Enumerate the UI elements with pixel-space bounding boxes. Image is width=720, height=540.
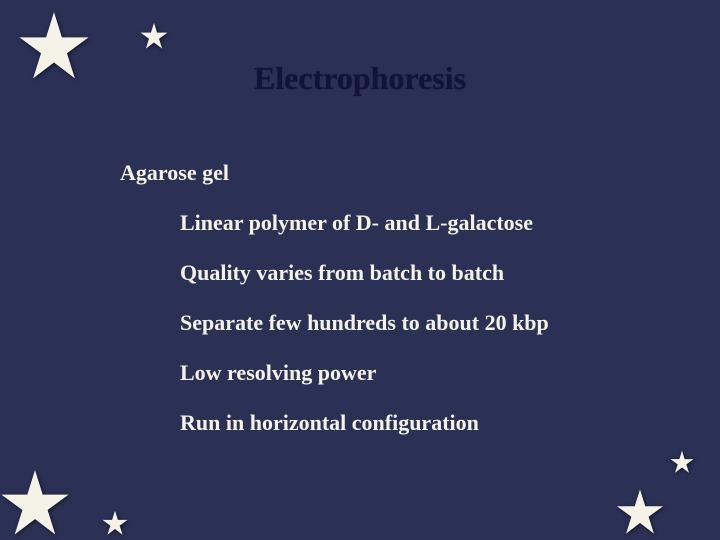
bullet-item: Linear polymer of D- and L-galactose <box>180 210 533 236</box>
bullet-item: Run in horizontal configuration <box>180 410 479 436</box>
slide: Electrophoresis Agarose gel Linear polym… <box>0 0 720 540</box>
slide-title: Electrophoresis <box>0 60 720 97</box>
star-decoration <box>102 510 128 536</box>
star-decoration <box>140 22 168 50</box>
star-decoration <box>670 450 694 474</box>
bullet-item: Quality varies from batch to batch <box>180 260 504 286</box>
bullet-item: Low resolving power <box>180 360 376 386</box>
star-decoration <box>0 468 70 538</box>
section-heading: Agarose gel <box>120 160 229 186</box>
bullet-item: Separate few hundreds to about 20 kbp <box>180 310 549 336</box>
star-decoration <box>616 488 664 536</box>
